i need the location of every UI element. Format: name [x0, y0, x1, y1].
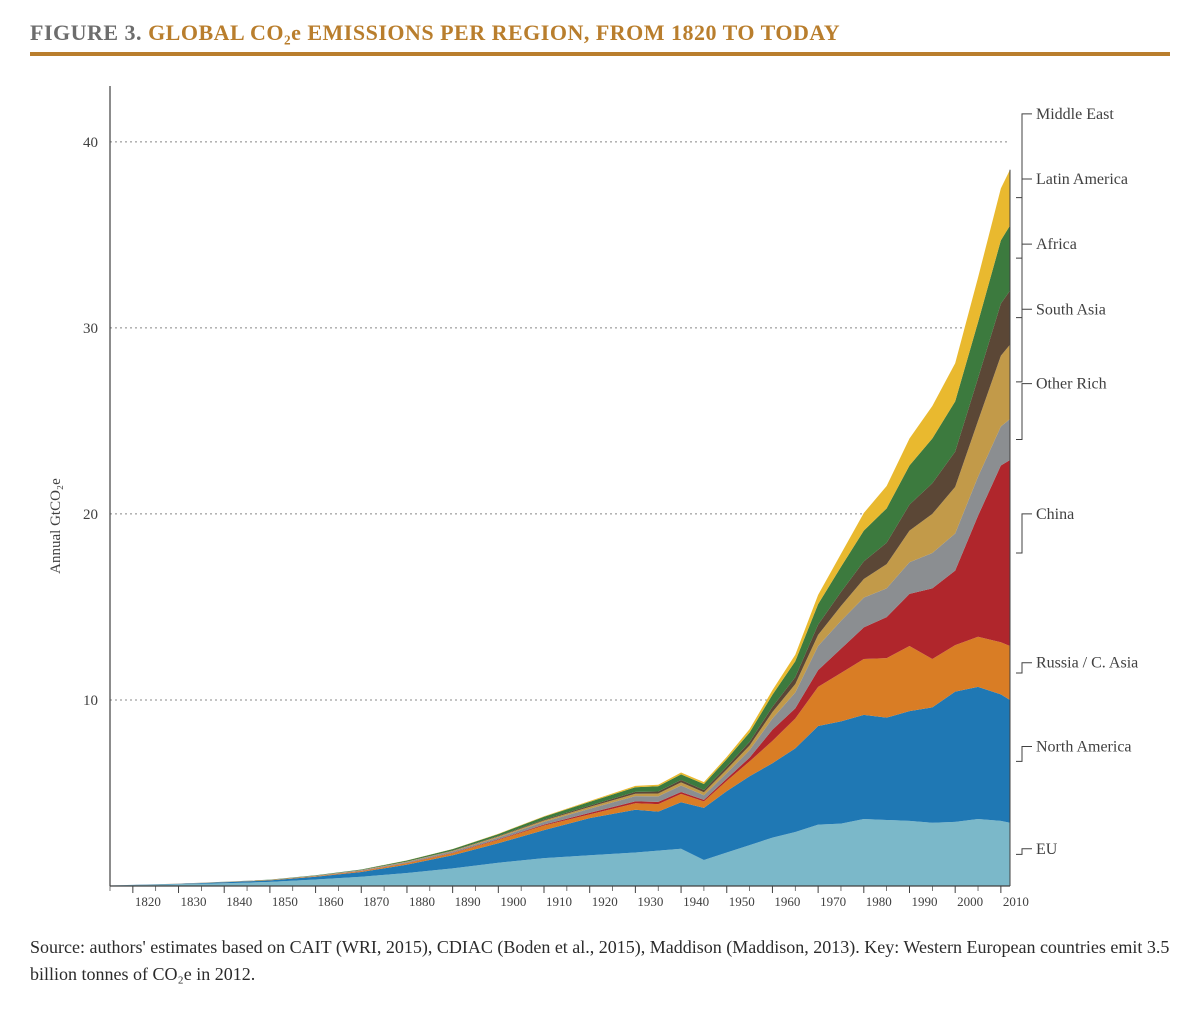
x-tick-label: 1940: [683, 894, 709, 909]
x-tick-label: 1850: [272, 894, 298, 909]
series-label-MiddleEast: Middle East: [1036, 106, 1114, 123]
x-tick-label: 1900: [500, 894, 526, 909]
x-tick-label: 1920: [592, 894, 618, 909]
figure-title-prefix: FIGURE 3.: [30, 20, 148, 45]
x-tick-label: 1880: [409, 894, 435, 909]
x-tick-label: 2010: [1003, 894, 1029, 909]
x-tick-label: 1950: [729, 894, 755, 909]
title-rule: [30, 52, 1170, 56]
source-caption: Source: authors' estimates based on CAIT…: [30, 934, 1170, 988]
emissions-chart: 10 20 30 40 Annual GtCO₂e 1820 1830 1840 1850 186…: [30, 66, 1170, 926]
x-tick-label: 1960: [774, 894, 800, 909]
x-tick-label: 1820: [135, 894, 161, 909]
series-label-China: China: [1036, 506, 1074, 523]
y-tick-label: 30: [83, 321, 98, 337]
y-tick-label: 40: [83, 135, 98, 151]
x-tick-label: 2000: [957, 894, 983, 909]
x-tick-label: 1930: [637, 894, 663, 909]
x-tick-label: 1860: [318, 894, 344, 909]
series-label-NorthAmerica: North America: [1036, 738, 1132, 755]
series-label-RussiaCAsia: Russia / C. Asia: [1036, 655, 1138, 672]
series-label-Africa: Africa: [1036, 236, 1077, 253]
series-label-LatinAmerica: Latin America: [1036, 171, 1128, 188]
x-tick-label: 1830: [181, 894, 207, 909]
y-axis-label: Annual GtCO₂e: [48, 478, 64, 574]
series-label-EU: EU: [1036, 841, 1058, 858]
x-tick-label: 1980: [866, 894, 892, 909]
x-tick-label: 1890: [455, 894, 481, 909]
y-tick-label: 20: [83, 507, 98, 523]
x-tick-label: 1870: [363, 894, 389, 909]
y-tick-label: 10: [83, 693, 98, 709]
series-label-SouthAsia: South Asia: [1036, 301, 1106, 318]
figure-title: FIGURE 3. GLOBAL CO₂e EMISSIONS PER REGI…: [30, 20, 1170, 46]
x-tick-label: 1910: [546, 894, 572, 909]
series-label-OtherRich: Other Rich: [1036, 376, 1107, 393]
x-tick-label: 1970: [820, 894, 846, 909]
figure-title-main: GLOBAL CO₂e EMISSIONS PER REGION, FROM 1…: [148, 20, 840, 45]
x-tick-label: 1990: [911, 894, 937, 909]
x-tick-label: 1840: [226, 894, 252, 909]
